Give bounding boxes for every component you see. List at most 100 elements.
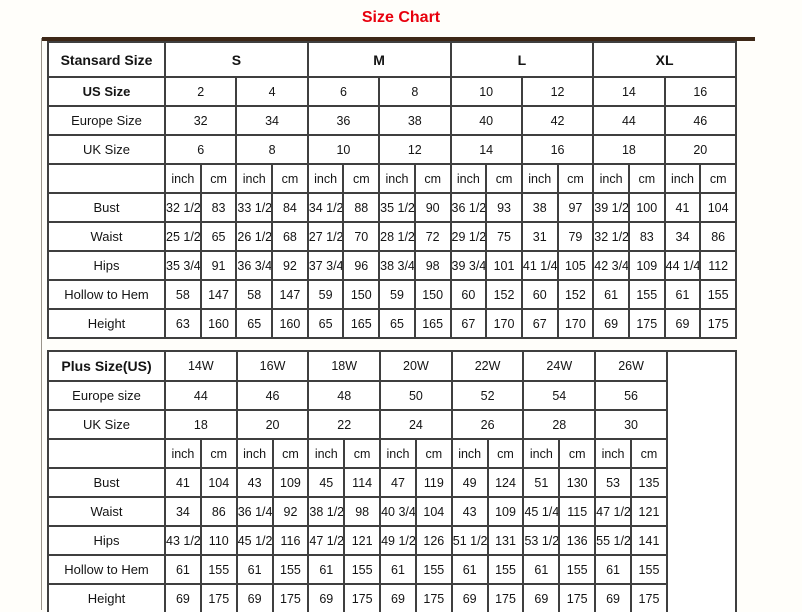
measurement-cell: 152 (485, 279, 523, 310)
measurement-cell: 155 (558, 554, 597, 585)
measurement-cell: 43 (450, 496, 489, 527)
measurement-cell: 72 (413, 221, 452, 252)
measurement-cell: 175 (271, 583, 310, 612)
size-value-cell: 46 (663, 105, 738, 136)
measurement-cell: 109 (271, 467, 310, 498)
size-value-cell: 10 (449, 76, 523, 107)
measurement-cell: 105 (556, 250, 595, 281)
measurement-cell: 47 1/2 (307, 525, 346, 556)
measurement-cell: 65 (378, 308, 416, 339)
size-group-header: 18W (307, 350, 382, 382)
size-value-cell: 52 (450, 380, 525, 411)
empty-cell (666, 350, 737, 612)
row-label: UK Size (47, 409, 166, 440)
measurement-cell: 91 (199, 250, 238, 281)
size-value-cell: 34 (235, 105, 309, 136)
unit-header-cell: cm (699, 163, 737, 194)
measurement-cell: 175 (486, 583, 525, 612)
measurement-cell: 61 (592, 279, 630, 310)
unit-header-cell: inch (235, 163, 274, 194)
measurement-cell: 155 (414, 554, 453, 585)
measurement-cell: 61 (164, 554, 202, 585)
unit-header-cell: inch (306, 163, 345, 194)
measurement-cell: 147 (271, 279, 309, 310)
measurement-cell: 45 1/4 (522, 496, 561, 527)
size-group-header: 26W (594, 350, 668, 382)
unit-header-cell: cm (414, 438, 453, 469)
unit-header-cell: cm (199, 438, 238, 469)
measurement-cell: 58 (235, 279, 274, 310)
row-label: Height (47, 583, 166, 612)
measurement-cell: 175 (627, 308, 666, 339)
page-title: Size Chart (361, 9, 441, 26)
measurement-cell: 61 (594, 554, 632, 585)
measurement-cell: 36 1/2 (449, 192, 488, 223)
row-label: Hollow to Hem (47, 554, 166, 585)
measurement-cell: 33 1/2 (235, 192, 274, 223)
unit-header-cell: cm (629, 438, 669, 469)
measurement-cell: 126 (414, 525, 453, 556)
unit-header-cell: inch (379, 438, 417, 469)
size-value-cell: 24 (379, 409, 453, 440)
measurement-cell: 86 (699, 221, 737, 252)
table-corner-label: Plus Size(US) (47, 350, 166, 382)
measurement-cell: 65 (235, 308, 274, 339)
measurement-cell: 119 (414, 467, 453, 498)
row-label: UK Size (47, 134, 166, 165)
measurement-cell: 32 1/2 (592, 221, 630, 252)
measurement-cell: 37 3/4 (306, 250, 345, 281)
size-value-cell: 40 (449, 105, 523, 136)
size-value-cell: 18 (164, 409, 238, 440)
size-value-cell: 10 (306, 134, 381, 165)
measurement-cell: 109 (627, 250, 666, 281)
unit-header-cell: cm (199, 163, 238, 194)
unit-header-cell: inch (663, 163, 702, 194)
measurement-cell: 175 (699, 308, 737, 339)
size-group-header: S (164, 41, 309, 78)
measurement-cell: 170 (556, 308, 595, 339)
size-group-header: 22W (450, 350, 525, 382)
measurement-cell: 93 (485, 192, 523, 223)
measurement-cell: 38 (520, 192, 559, 223)
unit-header-cell: cm (271, 438, 310, 469)
measurement-cell: 61 (522, 554, 561, 585)
measurement-cell: 43 (235, 467, 274, 498)
measurement-cell: 51 (522, 467, 561, 498)
size-value-cell: 56 (594, 380, 668, 411)
measurement-cell: 150 (413, 279, 452, 310)
outer-border-line (41, 38, 42, 610)
unit-header-cell: inch (522, 438, 561, 469)
size-value-cell: 38 (378, 105, 452, 136)
unit-header-cell: inch (164, 163, 202, 194)
measurement-cell: 92 (271, 496, 310, 527)
measurement-cell: 34 1/2 (306, 192, 345, 223)
measurement-cell: 114 (343, 467, 382, 498)
unit-header-cell: inch (450, 438, 489, 469)
measurement-cell: 160 (199, 308, 238, 339)
unit-header-cell: inch (449, 163, 488, 194)
measurement-cell: 96 (342, 250, 381, 281)
size-value-cell: 2 (163, 76, 238, 107)
top-rule-line (42, 37, 755, 41)
unit-header-cell: cm (558, 438, 597, 469)
size-group-header: 14W (164, 350, 238, 382)
unit-header-cell: cm (343, 438, 382, 469)
empty-label-cell (47, 163, 166, 194)
measurement-cell: 100 (627, 192, 666, 223)
measurement-cell: 38 1/2 (307, 496, 346, 527)
measurement-cell: 69 (307, 583, 346, 612)
row-label: US Size (47, 76, 166, 107)
measurement-cell: 104 (199, 467, 238, 498)
measurement-cell: 58 (164, 279, 202, 310)
measurement-cell: 69 (594, 583, 632, 612)
measurement-cell: 69 (164, 583, 202, 612)
table-corner-label: Stansard Size (47, 41, 166, 78)
measurement-cell: 47 (379, 467, 417, 498)
measurement-cell: 98 (413, 250, 452, 281)
size-value-cell: 4 (235, 76, 309, 107)
measurement-cell: 155 (486, 554, 525, 585)
standard-size-table: Stansard Size S M L XL US Size 2 4 6 8 10 12 14 16 Eur… (47, 41, 738, 339)
measurement-cell: 69 (379, 583, 417, 612)
measurement-cell: 115 (558, 496, 597, 527)
measurement-cell: 131 (486, 525, 525, 556)
